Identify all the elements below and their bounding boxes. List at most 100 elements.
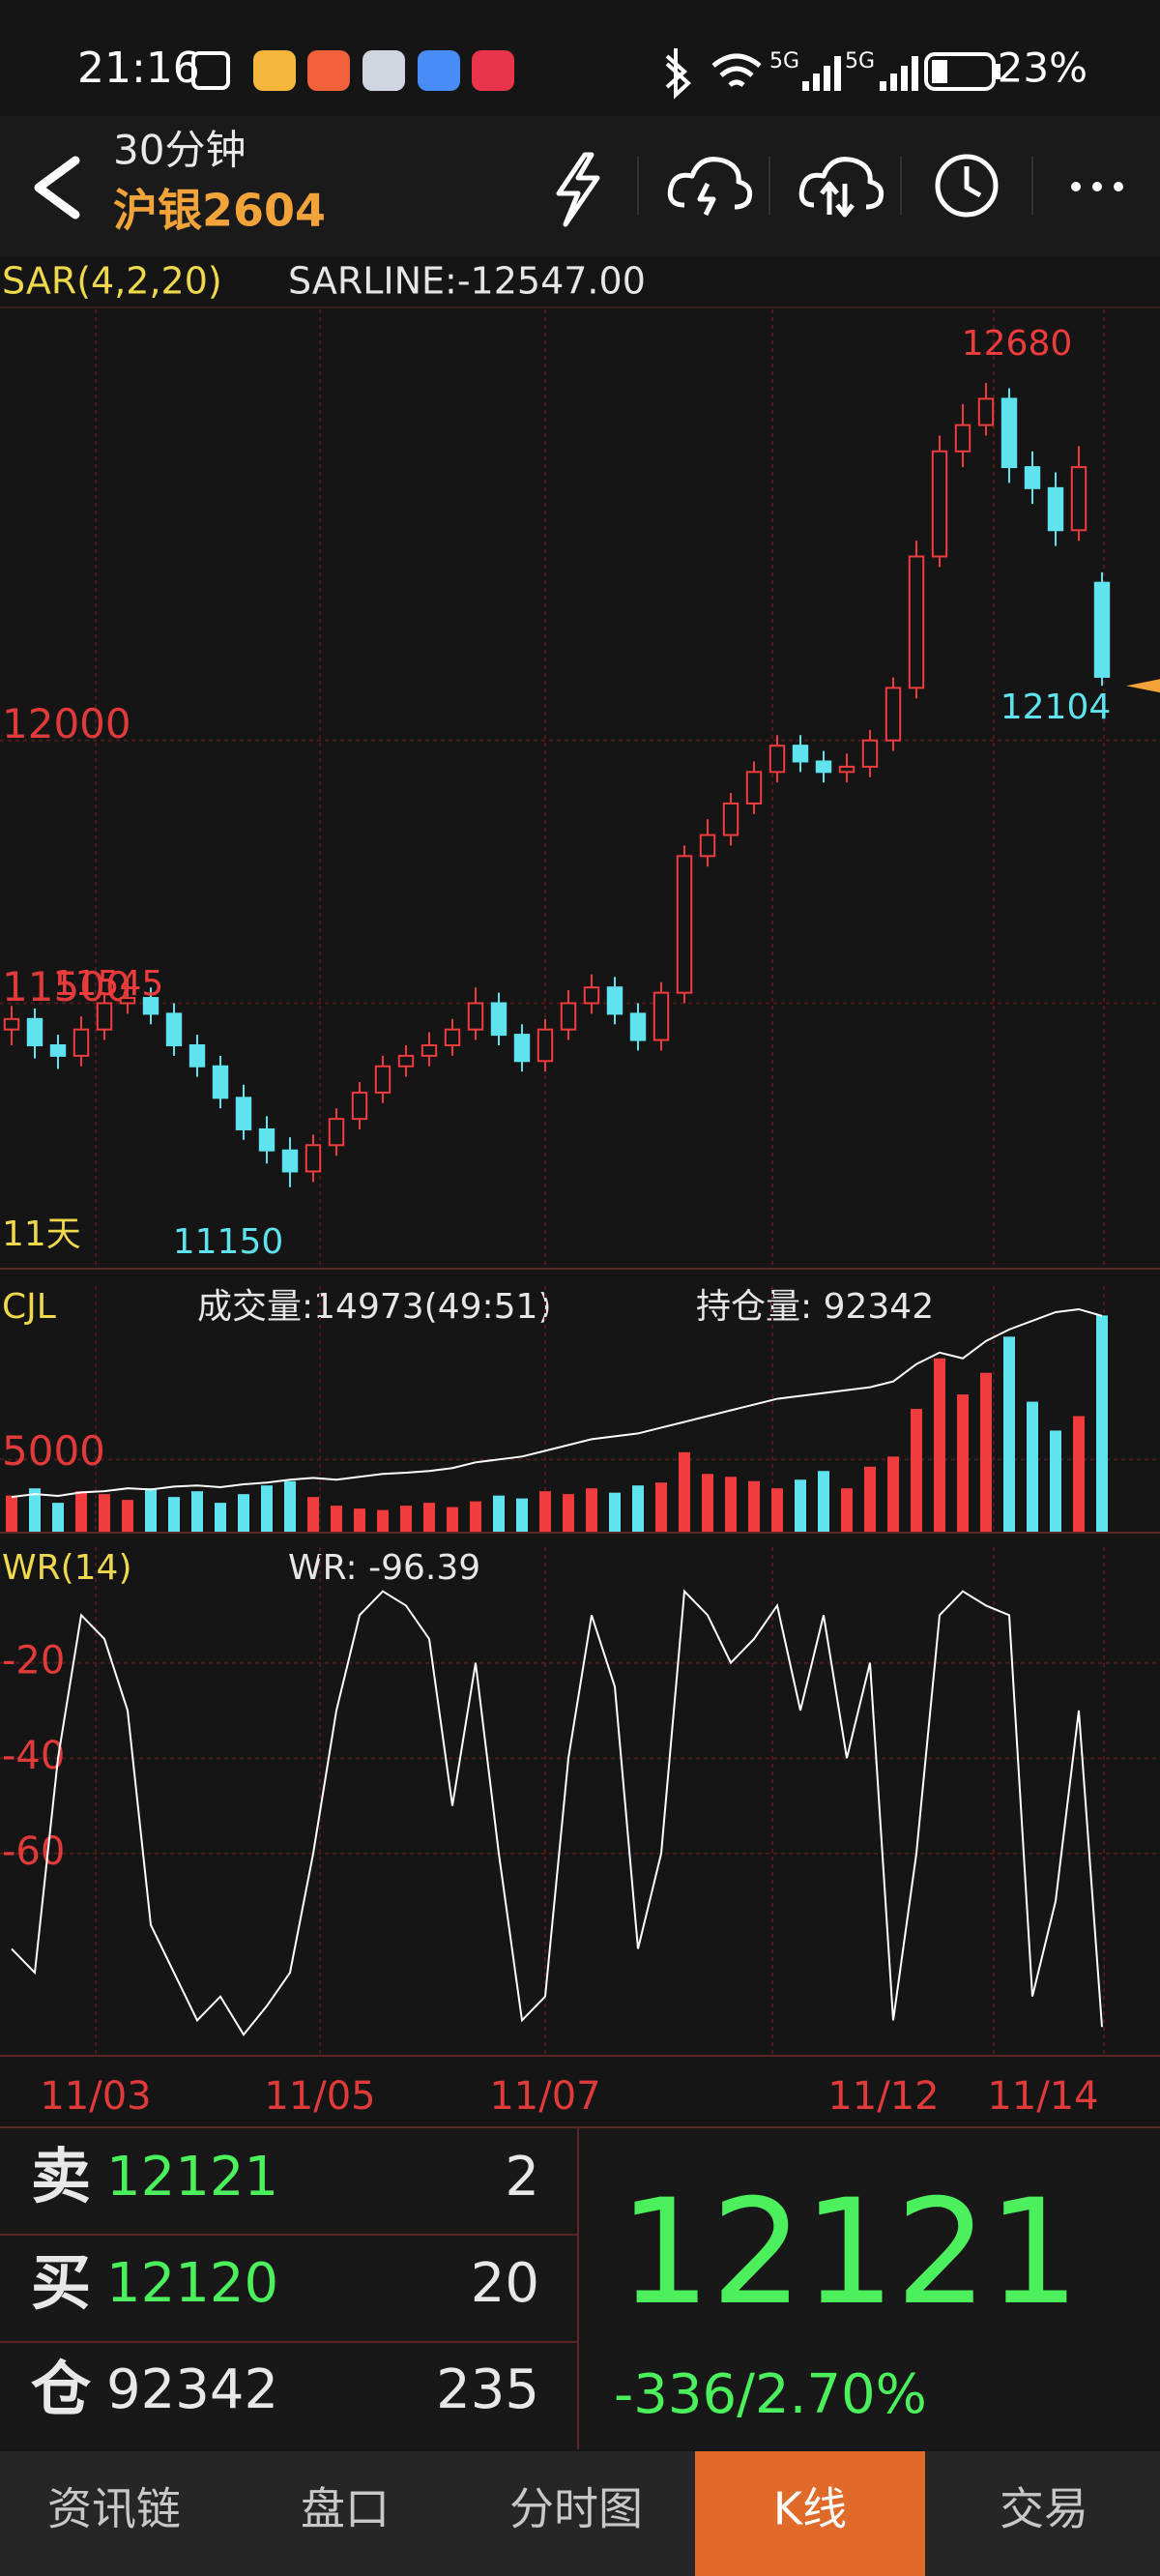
candle-body — [560, 1002, 577, 1031]
cloud-sync-icon[interactable] — [798, 157, 884, 218]
header-icons — [556, 152, 999, 227]
order-price: 12121 — [106, 2146, 278, 2209]
volume-bar — [75, 1491, 87, 1532]
last-price: 12121 — [619, 2169, 1080, 2337]
candle-body — [792, 745, 809, 763]
flash-icon[interactable] — [556, 152, 600, 227]
candle-body — [583, 986, 600, 1005]
volume-label: CJL — [2, 1287, 56, 1327]
volume-bar — [122, 1500, 133, 1532]
y-tick-label: -20 — [2, 1639, 65, 1683]
candle-body — [931, 450, 948, 558]
x-tick-label: 11/05 — [264, 2074, 375, 2119]
volume-bar — [238, 1494, 249, 1532]
volume-bar — [748, 1480, 760, 1532]
volume-bar — [1027, 1401, 1038, 1532]
y-tick-label: -60 — [2, 1830, 65, 1874]
candle-body — [861, 739, 879, 768]
volume-bar — [539, 1491, 551, 1532]
back-button[interactable] — [34, 156, 80, 220]
volume-bar — [215, 1503, 226, 1532]
candle-body — [1093, 581, 1111, 678]
indicator-label: SAR(4,2,20) — [2, 260, 222, 303]
wr-line — [11, 1589, 1103, 2036]
volume-bar — [563, 1494, 574, 1532]
candle-body — [351, 1091, 368, 1121]
candle-body — [536, 1028, 554, 1063]
volume-bar — [99, 1494, 110, 1532]
more-button[interactable] — [1071, 182, 1123, 191]
tab[interactable]: K线 — [773, 2483, 847, 2535]
volume-bar — [307, 1497, 319, 1532]
volume-bar — [400, 1506, 412, 1532]
candle-body — [838, 765, 856, 774]
candle-body — [1024, 466, 1041, 489]
volume-bar — [980, 1372, 992, 1532]
volume-bar — [957, 1394, 969, 1532]
x-tick-label: 11/12 — [827, 2074, 939, 2119]
candle-body — [49, 1043, 67, 1057]
cloud-upload-icon[interactable] — [667, 157, 753, 217]
volume-bar — [679, 1451, 690, 1532]
price-annotation: 12104 — [1000, 688, 1112, 727]
price-annotation: 11150 — [173, 1222, 284, 1262]
candle-body — [908, 555, 925, 689]
volume-bar — [331, 1506, 342, 1532]
candle-body — [629, 1012, 647, 1041]
candle-body — [3, 1017, 20, 1031]
wr-label: WR(14) — [2, 1548, 132, 1588]
volume-bar — [771, 1488, 783, 1532]
candle-body — [977, 397, 995, 426]
volume-bar — [6, 1495, 17, 1532]
history-icon[interactable] — [935, 154, 999, 218]
x-tick-label: 11/03 — [40, 2074, 151, 2119]
candle-body — [884, 687, 902, 742]
tab[interactable]: 分时图 — [509, 2483, 643, 2535]
candle-body — [258, 1127, 276, 1152]
candle-body — [72, 1028, 90, 1057]
x-tick-label: 11/07 — [489, 2074, 600, 2119]
x-tick-label: 11/14 — [987, 2074, 1098, 2119]
volume-value: 成交量:14973(49:51) — [197, 1287, 552, 1327]
candle-body — [188, 1043, 206, 1068]
order-price: 92342 — [106, 2358, 278, 2421]
volume-bar — [423, 1503, 435, 1532]
active-tab-bg — [695, 2451, 925, 2576]
volume-bar — [1073, 1416, 1085, 1532]
candle-body — [676, 855, 693, 994]
candle-body — [420, 1043, 438, 1057]
period[interactable]: 30分钟 — [113, 127, 246, 174]
volume-bar — [493, 1495, 505, 1532]
candle-body — [26, 1017, 44, 1046]
volume-bar — [864, 1466, 876, 1532]
order-panel — [0, 2127, 1160, 2450]
candle-body — [374, 1065, 392, 1094]
status-time: 21:16 — [77, 44, 200, 93]
open-interest-line — [11, 1307, 1103, 1499]
candle-body — [815, 760, 832, 774]
volume-bar — [516, 1498, 528, 1532]
volume-bar — [725, 1477, 737, 1532]
order-price: 12120 — [106, 2252, 278, 2315]
chart-panels — [0, 307, 1160, 2057]
order-qty: 2 — [505, 2146, 539, 2209]
volume-bar — [470, 1501, 481, 1532]
candle-body — [212, 1065, 229, 1099]
order-qty: 20 — [471, 2252, 539, 2315]
tab[interactable]: 资讯链 — [47, 2483, 181, 2535]
candle-body — [119, 997, 136, 1005]
volume-bar — [191, 1491, 203, 1532]
tab[interactable]: 交易 — [1000, 2483, 1088, 2535]
volume-bar — [145, 1488, 157, 1532]
volume-bar — [632, 1485, 644, 1532]
candle-body — [1070, 466, 1088, 532]
volume-bar — [609, 1492, 621, 1532]
volume-bar — [52, 1503, 64, 1532]
current-price-marker — [1126, 679, 1160, 693]
candle-body — [745, 771, 763, 805]
symbol: 沪银2604 — [113, 185, 326, 237]
tab[interactable]: 盘口 — [301, 2483, 390, 2535]
candle-body — [768, 745, 786, 774]
header-dividers — [637, 157, 1033, 215]
